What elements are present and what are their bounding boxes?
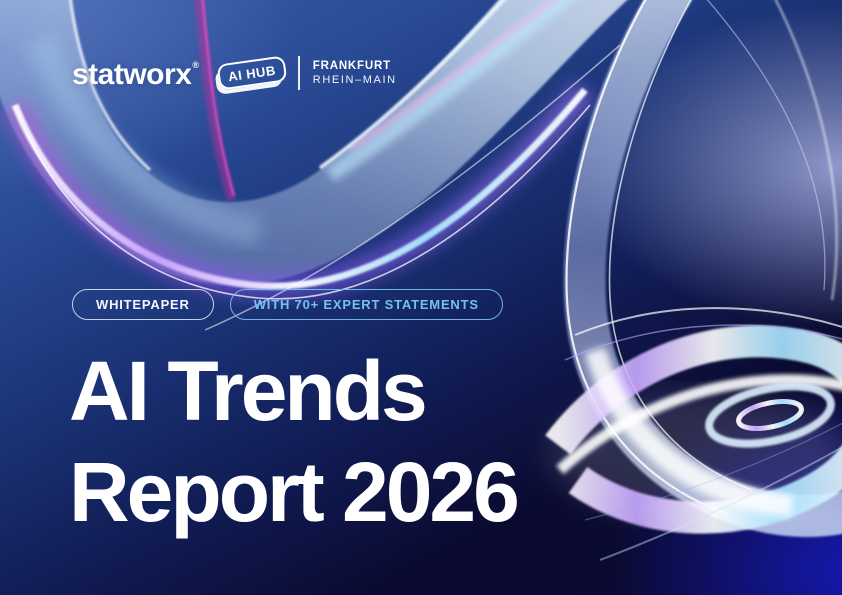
whitepaper-badge: WHITEPAPER [72,289,214,320]
logo-divider [298,56,300,90]
brand-row: statworx® AI HUB FRANKFURT RHEIN–MAIN [72,55,397,91]
badge-row: WHITEPAPER WITH 70+ EXPERT STATEMENTS [72,289,503,320]
report-title: AI Trends Report 2026 [69,341,520,543]
statworx-logo: statworx® [72,56,199,90]
registered-trademark-symbol: ® [192,60,199,70]
partner-name-line1: FRANKFURT [312,59,391,72]
report-title-line2: Report 2026 [69,445,520,539]
aihub-logo-label: AI HUB [226,62,277,85]
partner-name-line2: RHEIN–MAIN [312,74,397,87]
report-title-line1: AI Trends [69,344,428,438]
expert-statements-badge: WITH 70+ EXPERT STATEMENTS [229,289,503,320]
partner-name: FRANKFURT RHEIN–MAIN [313,60,397,87]
statworx-wordmark: statworx [72,58,192,91]
expert-statements-badge-label: WITH 70+ EXPERT STATEMENTS [253,297,479,312]
whitepaper-badge-label: WHITEPAPER [96,297,190,312]
aihub-logo: AI HUB [216,55,287,91]
